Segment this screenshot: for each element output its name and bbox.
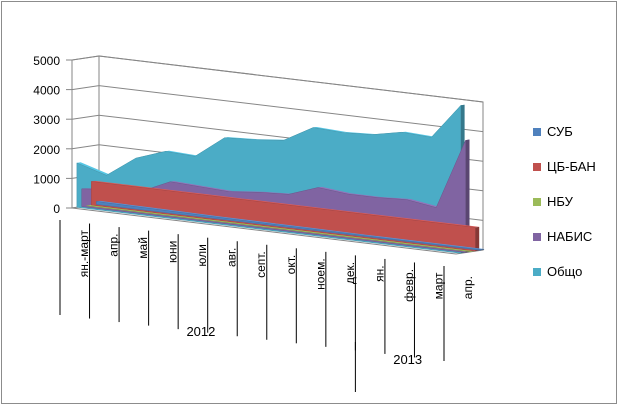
category-label: юни [166,241,180,263]
series-end-face [480,249,485,251]
series-top-face [347,193,381,198]
gridline [71,55,484,103]
y-tick-label: 1000 [33,172,60,186]
series-end-face [470,251,475,252]
y-tick-label: 4000 [33,84,60,98]
series-top-face [416,219,450,224]
category-label: февр. [402,269,416,302]
series-top-face [199,186,234,192]
series-top-face [352,236,386,241]
series-top-face [204,219,239,224]
series-top-face [318,186,352,194]
series-top-face [96,200,130,206]
y-tick-label: 2000 [33,143,60,157]
legend-label: НБУ [547,194,574,209]
series-top-face [391,238,425,243]
legend-swatch [533,268,541,276]
series-top-face [234,222,268,227]
series-top-face [322,233,357,238]
category-label: септ. [254,251,268,278]
category-label: ян.-март [77,230,91,278]
category-label: юли [195,244,209,266]
series-top-face [180,191,214,196]
series-top-face [411,243,445,248]
series-top-face [357,212,391,217]
series-top-face [175,215,209,220]
series-top-face [184,212,219,217]
series-top-face [445,223,480,228]
series-top-face [76,162,111,176]
series-top-face [421,241,455,246]
legend-swatch [533,198,541,206]
series-top-face [209,195,243,200]
category-label: май [136,237,150,259]
series-top-face [362,234,396,239]
series-top-face [116,208,150,213]
legend-label: Общо [547,264,582,279]
series-end-face [465,139,470,253]
series-end-face [475,226,480,252]
legend-label: НАБИС [547,229,592,244]
series-top-face [386,216,421,221]
category-label: ноем. [313,258,327,290]
category-label: авг. [225,248,239,267]
series-top-face [214,216,248,221]
series-top-face [263,226,298,231]
legend-swatch [533,233,541,241]
series-top-face [441,247,475,252]
category-label: март [431,272,445,299]
category-label: ян. [372,265,386,281]
series-top-face [293,229,327,234]
series-top-face [332,231,366,236]
series-top-face [268,202,302,207]
series-top-face [150,188,184,193]
series-top-face [125,204,160,210]
series-top-face [145,212,179,217]
series-top-face [401,131,436,138]
category-label: апр. [461,276,475,299]
series-top-face [155,208,189,213]
series-top-face [377,197,411,200]
series-top-face [165,150,199,157]
legend-swatch [533,163,541,171]
series-top-face [121,184,155,189]
series-top-face [342,132,376,135]
category-label: окт. [284,255,298,275]
category-label: дек. [343,262,357,284]
y-tick-label: 5000 [33,54,60,68]
series-top-face [224,137,258,140]
y-tick-label: 3000 [33,113,60,127]
series-1 [96,200,485,251]
gridline [71,85,484,133]
year-group-label: 2012 [186,324,215,339]
series-top-face [259,191,293,195]
series-top-face [303,227,337,232]
series-top-face [244,219,278,225]
series-top-face [273,223,307,228]
legend-label: ЦБ-БАН [547,159,596,174]
year-group-label: 2013 [393,352,422,367]
series-2 [91,180,480,252]
legend-swatch [533,128,541,136]
series-top-face [239,198,273,203]
series-top-face [91,180,125,185]
series-top-face [327,209,362,214]
category-label: апр. [107,234,121,257]
series-top-face [170,181,204,187]
series-top-face [86,205,120,210]
legend: СУБ ЦБ-БАН НБУ НАБИС Общо [533,124,596,279]
series-top-face [406,199,440,208]
series-top-face [313,127,347,133]
legend-label: СУБ [547,124,573,139]
series-top-face [382,240,416,245]
series-top-face [450,245,485,250]
series-top-face [298,205,332,210]
series-3 [86,205,475,253]
y-tick-label: 0 [53,202,60,216]
